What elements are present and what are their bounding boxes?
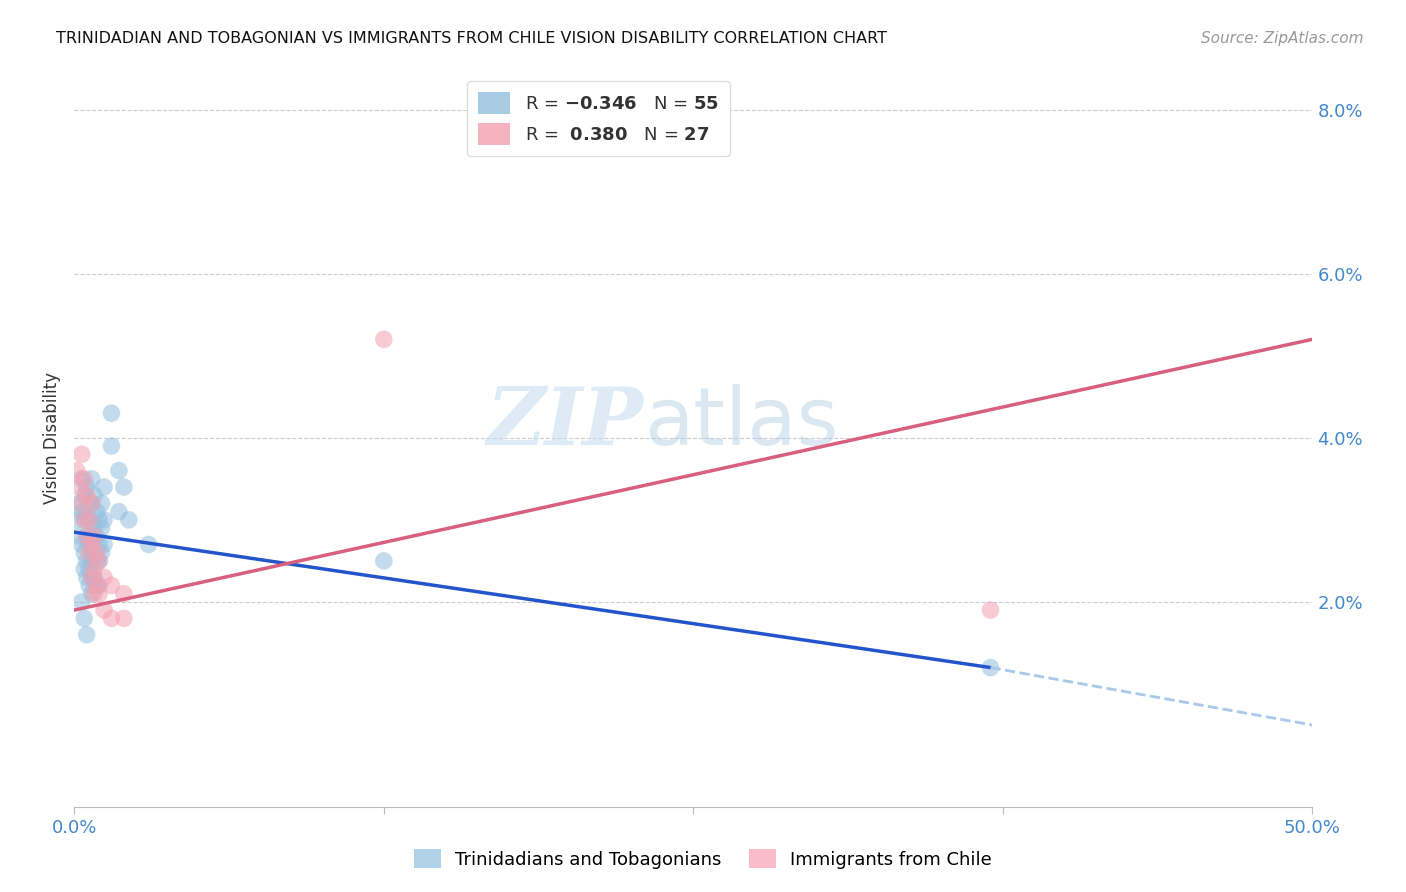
Point: [76, 529, 98, 543]
Point: [77, 562, 100, 576]
Text: ZIP: ZIP: [486, 384, 644, 462]
Point: [73, 513, 96, 527]
Legend: Trinidadians and Tobagonians, Immigrants from Chile: Trinidadians and Tobagonians, Immigrants…: [406, 842, 1000, 876]
Point: [93, 513, 115, 527]
Point: [118, 513, 141, 527]
Point: [67, 496, 90, 510]
Point: [77, 537, 100, 551]
Text: Source: ZipAtlas.com: Source: ZipAtlas.com: [1201, 31, 1364, 46]
Point: [83, 546, 105, 560]
Point: [73, 562, 96, 576]
Legend: R = $\mathbf{-0.346}$   N = $\mathbf{55}$, R =  $\mathbf{0.380}$   N = $\mathbf{: R = $\mathbf{-0.346}$ N = $\mathbf{55}$,…: [467, 81, 730, 156]
Point: [73, 611, 96, 625]
Point: [76, 628, 98, 642]
Point: [76, 505, 98, 519]
Point: [76, 488, 98, 502]
Point: [67, 529, 90, 543]
Point: [93, 537, 115, 551]
Point: [73, 513, 96, 527]
Point: [80, 587, 103, 601]
Point: [87, 554, 110, 568]
Point: [80, 472, 103, 486]
Point: [80, 554, 103, 568]
Point: [83, 587, 105, 601]
Point: [80, 537, 103, 551]
Point: [77, 578, 100, 592]
Point: [86, 505, 108, 519]
Point: [83, 570, 105, 584]
Point: [112, 611, 135, 625]
Point: [70, 595, 93, 609]
Point: [77, 513, 100, 527]
Point: [86, 529, 108, 543]
Point: [86, 578, 108, 592]
Point: [76, 570, 98, 584]
Point: [66, 464, 89, 478]
Point: [73, 546, 96, 560]
Point: [979, 603, 1001, 617]
Point: [80, 570, 103, 584]
Point: [66, 513, 89, 527]
Point: [90, 546, 112, 560]
Y-axis label: Vision Disability: Vision Disability: [44, 372, 60, 504]
Point: [100, 611, 122, 625]
Point: [90, 521, 112, 535]
Point: [100, 578, 122, 592]
Point: [979, 660, 1001, 674]
Point: [87, 578, 110, 592]
Point: [93, 603, 115, 617]
Point: [70, 472, 93, 486]
Point: [67, 480, 90, 494]
Point: [83, 529, 105, 543]
Point: [76, 529, 98, 543]
Point: [373, 332, 395, 346]
Point: [86, 578, 108, 592]
Point: [86, 546, 108, 560]
Point: [80, 496, 103, 510]
Point: [100, 439, 122, 453]
Point: [373, 554, 395, 568]
Point: [112, 480, 135, 494]
Point: [87, 513, 110, 527]
Text: TRINIDADIAN AND TOBAGONIAN VS IMMIGRANTS FROM CHILE VISION DISABILITY CORRELATIO: TRINIDADIAN AND TOBAGONIAN VS IMMIGRANTS…: [56, 31, 887, 46]
Point: [100, 406, 122, 420]
Point: [112, 587, 135, 601]
Point: [73, 488, 96, 502]
Point: [86, 554, 108, 568]
Point: [76, 554, 98, 568]
Point: [76, 480, 98, 494]
Point: [108, 505, 131, 519]
Point: [87, 554, 110, 568]
Point: [80, 529, 103, 543]
Point: [138, 537, 160, 551]
Point: [90, 496, 112, 510]
Point: [108, 464, 131, 478]
Text: atlas: atlas: [644, 384, 838, 462]
Point: [77, 513, 100, 527]
Point: [73, 472, 96, 486]
Point: [70, 537, 93, 551]
Point: [87, 537, 110, 551]
Point: [83, 521, 105, 535]
Point: [83, 562, 105, 576]
Point: [93, 570, 115, 584]
Point: [70, 496, 93, 510]
Point: [93, 480, 115, 494]
Point: [87, 587, 110, 601]
Point: [80, 496, 103, 510]
Point: [70, 447, 93, 461]
Point: [83, 488, 105, 502]
Point: [80, 570, 103, 584]
Point: [70, 505, 93, 519]
Point: [77, 546, 100, 560]
